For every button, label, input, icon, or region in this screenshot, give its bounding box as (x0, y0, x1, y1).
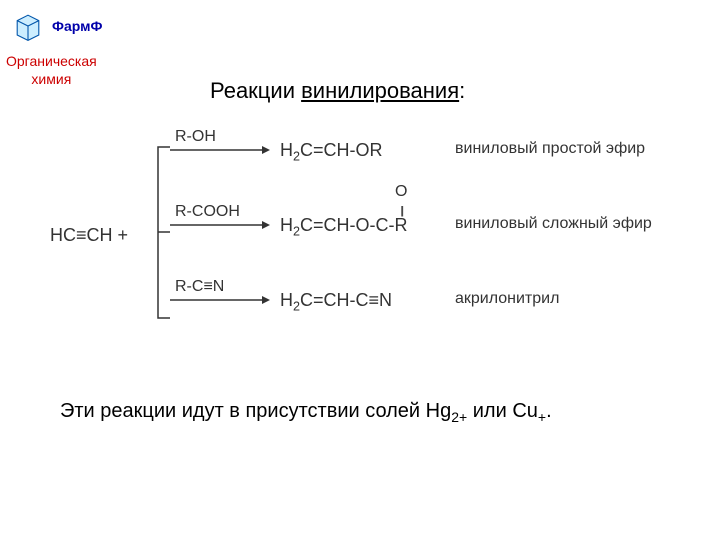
product-2: H2C=CH-C≡N (280, 290, 392, 314)
reaction-scheme: HC≡CH + R-OH H2C=CH-OR виниловый простой э… (40, 130, 680, 350)
footnote-text: Эти реакции идут в присутствии солей Hg2… (60, 400, 552, 425)
page-title: Реакции винилирования: (210, 78, 465, 104)
product-0: H2C=CH-OR (280, 140, 383, 164)
reagent-0: R-OH (175, 128, 216, 146)
reagent-2: R-C≡N (175, 278, 224, 296)
subtitle-line2: химия (31, 71, 71, 87)
logo-text: ФармФ (52, 18, 102, 34)
arrow-0 (170, 145, 270, 155)
department-subtitle: Органическая химия (6, 52, 97, 88)
arrow-2 (170, 295, 270, 305)
arrow-1 (170, 220, 270, 230)
cu-charge: + (538, 409, 546, 425)
product-label-0: виниловый простой эфир (455, 140, 645, 158)
product-label-1: виниловый сложный эфир (455, 215, 652, 233)
title-suffix: : (459, 78, 465, 103)
title-underlined: винилирования (301, 78, 459, 103)
subtitle-line1: Органическая (6, 53, 97, 69)
cube-icon (10, 8, 46, 44)
footnote-prefix: Эти реакции идут в присутствии солей Hg (60, 400, 451, 422)
title-prefix: Реакции (210, 78, 301, 103)
product-1: H2C=CH-O-C-R (280, 215, 408, 239)
product-label-2: акрилонитрил (455, 290, 559, 308)
scheme-bracket (152, 145, 172, 320)
hg-charge: 2+ (451, 409, 467, 425)
carbonyl-oxygen-1: O|| (395, 183, 407, 219)
reagent-1: R-COOH (175, 203, 240, 221)
header-logo: ФармФ (10, 8, 102, 44)
reactant-acetylene: HC≡CH + (50, 225, 128, 246)
footnote-mid: или Cu (467, 400, 538, 422)
footnote-suffix: . (546, 400, 552, 422)
